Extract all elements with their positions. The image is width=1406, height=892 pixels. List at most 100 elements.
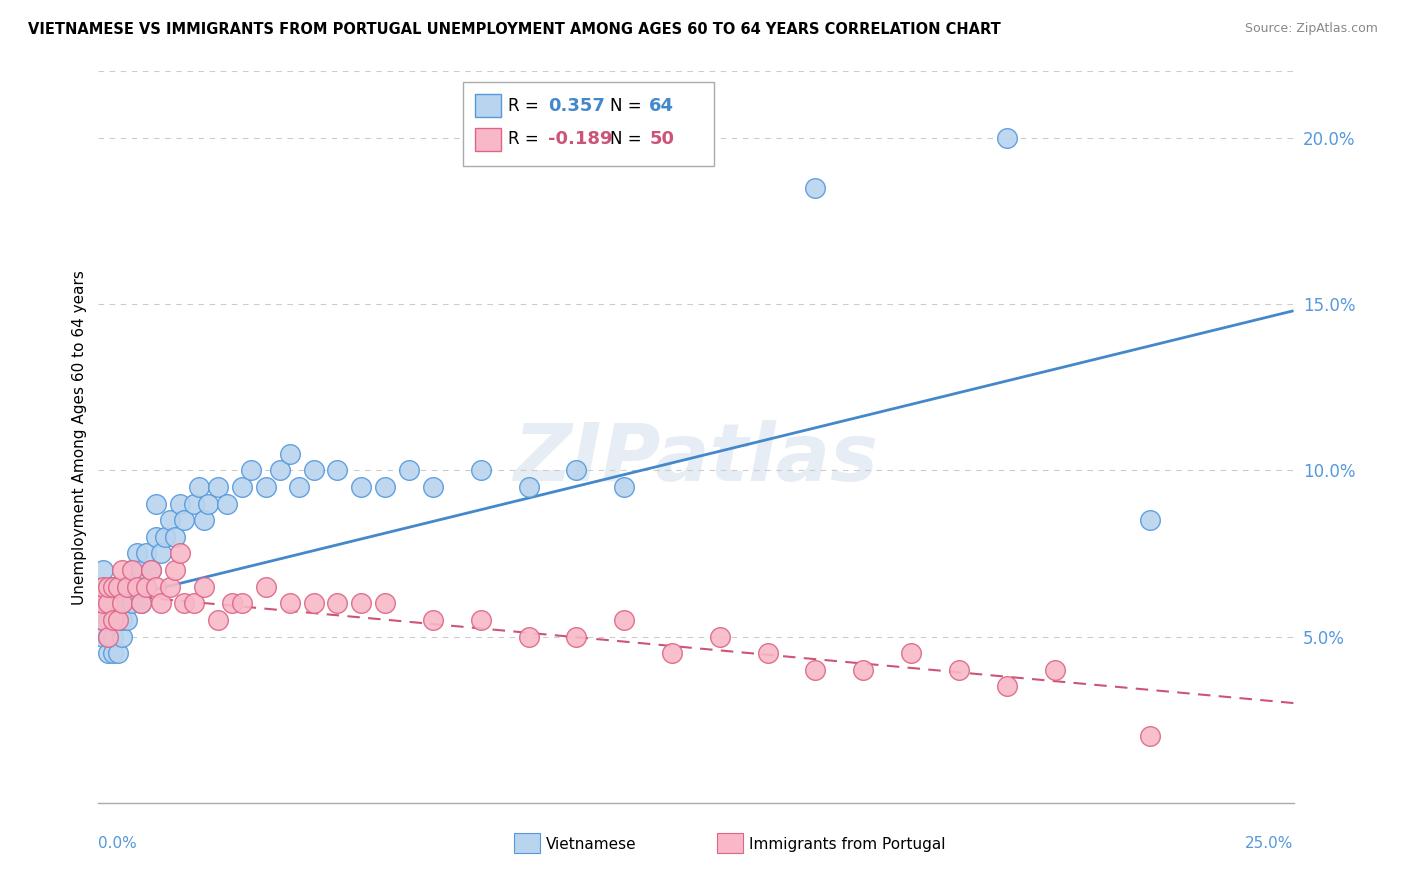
Text: VIETNAMESE VS IMMIGRANTS FROM PORTUGAL UNEMPLOYMENT AMONG AGES 60 TO 64 YEARS CO: VIETNAMESE VS IMMIGRANTS FROM PORTUGAL U… xyxy=(28,22,1001,37)
FancyBboxPatch shape xyxy=(717,833,744,854)
Y-axis label: Unemployment Among Ages 60 to 64 years: Unemployment Among Ages 60 to 64 years xyxy=(72,269,87,605)
Point xyxy=(173,596,195,610)
Point xyxy=(97,630,120,644)
Point xyxy=(240,463,263,477)
Point xyxy=(948,663,970,677)
Point xyxy=(139,563,162,577)
Point xyxy=(302,463,325,477)
FancyBboxPatch shape xyxy=(463,82,714,167)
Point xyxy=(804,663,827,677)
Point xyxy=(326,596,349,610)
Point xyxy=(661,646,683,660)
Text: Source: ZipAtlas.com: Source: ZipAtlas.com xyxy=(1244,22,1378,36)
FancyBboxPatch shape xyxy=(475,128,501,151)
Point xyxy=(1043,663,1066,677)
Point xyxy=(97,580,120,594)
Point xyxy=(125,580,148,594)
Point xyxy=(995,131,1018,145)
Point xyxy=(97,646,120,660)
Point xyxy=(852,663,875,677)
Point xyxy=(101,596,124,610)
Point xyxy=(278,447,301,461)
Text: 0.357: 0.357 xyxy=(548,96,605,115)
Text: N =: N = xyxy=(610,96,647,115)
Point xyxy=(121,596,143,610)
Point xyxy=(302,596,325,610)
Point xyxy=(422,480,444,494)
Point xyxy=(125,580,148,594)
Point xyxy=(91,630,114,644)
Point xyxy=(107,613,129,627)
Point xyxy=(159,513,181,527)
Point xyxy=(756,646,779,660)
Point xyxy=(163,530,186,544)
Point xyxy=(97,630,120,644)
Point xyxy=(350,596,373,610)
Point xyxy=(115,580,138,594)
Text: Vietnamese: Vietnamese xyxy=(546,837,636,852)
Point xyxy=(107,580,129,594)
Point xyxy=(804,180,827,194)
Point xyxy=(91,596,114,610)
FancyBboxPatch shape xyxy=(475,94,501,118)
Point xyxy=(613,480,636,494)
Point xyxy=(121,563,143,577)
Point xyxy=(183,497,205,511)
Point xyxy=(145,497,167,511)
Point xyxy=(900,646,922,660)
Point xyxy=(269,463,291,477)
Text: R =: R = xyxy=(509,130,544,148)
Text: 0.0%: 0.0% xyxy=(98,836,138,851)
Point xyxy=(111,596,134,610)
Point xyxy=(125,546,148,560)
Point xyxy=(101,613,124,627)
Point xyxy=(131,563,153,577)
Point xyxy=(91,613,114,627)
Point xyxy=(288,480,311,494)
Point xyxy=(131,596,153,610)
Point xyxy=(107,613,129,627)
Point xyxy=(398,463,420,477)
Text: ZIPatlas: ZIPatlas xyxy=(513,420,879,498)
Point xyxy=(221,596,243,610)
Point xyxy=(111,613,134,627)
Point xyxy=(101,646,124,660)
Point xyxy=(517,630,540,644)
Text: Immigrants from Portugal: Immigrants from Portugal xyxy=(748,837,945,852)
Point xyxy=(107,580,129,594)
Point xyxy=(131,596,153,610)
Point xyxy=(145,530,167,544)
Point xyxy=(193,580,215,594)
Point xyxy=(197,497,219,511)
Text: N =: N = xyxy=(610,130,647,148)
Point xyxy=(97,596,120,610)
Point xyxy=(565,630,588,644)
Point xyxy=(350,480,373,494)
Text: 64: 64 xyxy=(650,96,675,115)
Text: 50: 50 xyxy=(650,130,675,148)
Point xyxy=(374,596,396,610)
Point xyxy=(149,596,172,610)
Point xyxy=(91,596,114,610)
Point xyxy=(145,580,167,594)
Point xyxy=(159,580,181,594)
Point xyxy=(254,580,277,594)
Point xyxy=(91,613,114,627)
Point xyxy=(183,596,205,610)
Point xyxy=(135,580,157,594)
Point xyxy=(254,480,277,494)
Point xyxy=(278,596,301,610)
Point xyxy=(187,480,209,494)
Point xyxy=(149,546,172,560)
Point xyxy=(169,497,191,511)
Point xyxy=(107,646,129,660)
Point xyxy=(422,613,444,627)
Point xyxy=(101,613,124,627)
Point xyxy=(91,563,114,577)
Point xyxy=(91,580,114,594)
Point xyxy=(565,463,588,477)
Point xyxy=(470,463,492,477)
Point xyxy=(101,580,124,594)
Point xyxy=(326,463,349,477)
Point xyxy=(121,563,143,577)
